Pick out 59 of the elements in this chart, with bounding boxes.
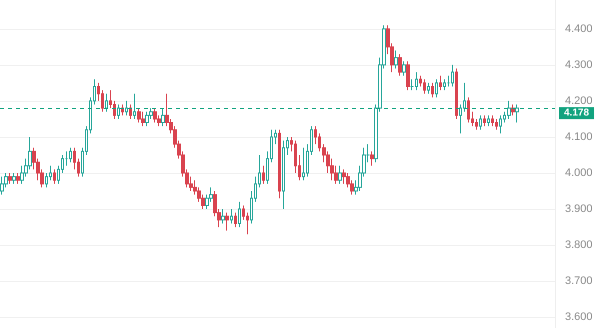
candlestick [161, 108, 165, 127]
candlestick [69, 147, 72, 163]
ref-line-label: 4.178 [564, 108, 590, 119]
candlestick [451, 64, 454, 88]
candlestick [133, 93, 136, 120]
y-tick-label: 4.300 [565, 58, 593, 71]
candlestick [125, 100, 128, 116]
candlestick [443, 78, 446, 91]
candlestick [370, 150, 374, 166]
candlestick [423, 78, 426, 94]
candlestick [105, 93, 108, 112]
candlestick [406, 60, 410, 91]
candlestick [338, 165, 342, 184]
candlestick [507, 100, 511, 120]
candlestick [394, 50, 398, 69]
candlestick [234, 212, 237, 228]
candlestick [479, 114, 482, 130]
y-tick-label: 3.600 [565, 311, 593, 324]
candlestick [455, 68, 458, 120]
candlestick [499, 114, 502, 134]
candlestick [8, 172, 12, 184]
candlestick [402, 60, 406, 76]
y-tick-label: 3.900 [565, 203, 593, 216]
candlestick [491, 114, 494, 127]
candlestick [238, 201, 241, 228]
candlestick [427, 82, 430, 94]
candlestick [129, 104, 132, 120]
candlestick [221, 208, 225, 224]
candlestick [302, 147, 305, 181]
y-tick-label: 4.400 [565, 22, 593, 35]
candlestick [398, 54, 402, 76]
candlestick [12, 172, 16, 184]
candlestick [467, 96, 470, 124]
candlestick [342, 168, 346, 184]
candlestick [431, 82, 434, 98]
candlestick [515, 104, 519, 124]
candlestick [435, 78, 438, 98]
candlestick [262, 165, 265, 184]
y-tick-label: 4.100 [565, 130, 593, 143]
candlestick [153, 108, 157, 124]
candlestick [53, 168, 56, 184]
candlestick [230, 208, 233, 224]
candlestick [141, 111, 145, 127]
candlestick [137, 108, 141, 124]
y-tick-label: 3.800 [565, 239, 593, 252]
candlestick [278, 129, 281, 199]
candlestick [225, 212, 229, 232]
candlestick [439, 75, 442, 91]
candlestick [16, 172, 20, 184]
candlestick [282, 140, 285, 210]
y-tick-label: 4.000 [565, 167, 593, 180]
candlestick [145, 111, 149, 127]
candlestick [0, 176, 4, 196]
y-tick-label: 4.200 [565, 94, 593, 107]
candlestick [495, 118, 498, 130]
candlestick [487, 114, 490, 127]
candlestick [117, 104, 120, 120]
y-tick-label: 3.700 [565, 275, 593, 288]
candlestick [483, 114, 486, 127]
